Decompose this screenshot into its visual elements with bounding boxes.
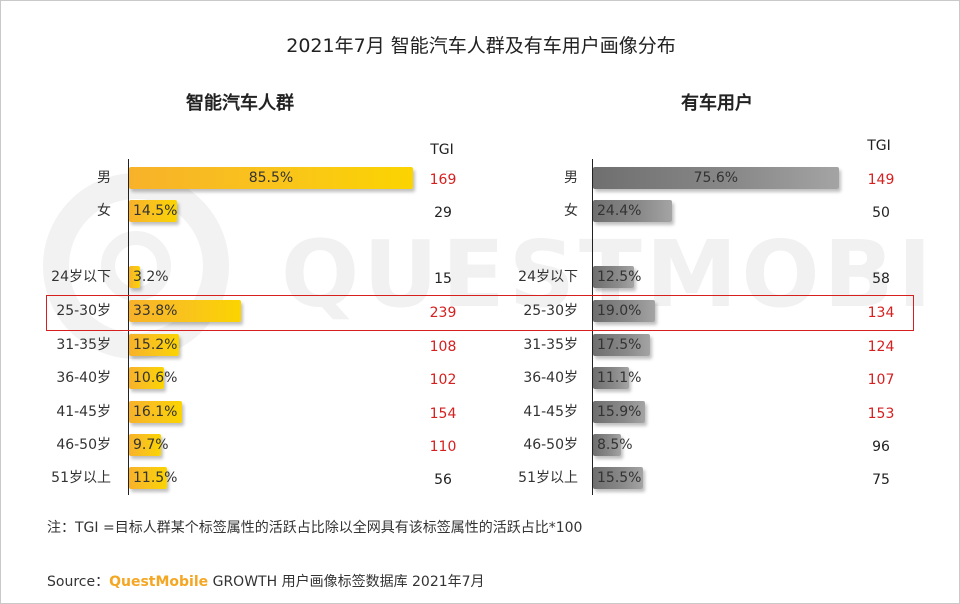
left-tgi-value: 102 [429, 372, 457, 388]
right-category-label: 24岁以下 [518, 269, 578, 285]
right-tgi-value: 75 [872, 472, 890, 488]
left-value-label: 10.6% [133, 370, 178, 386]
left-bar-row-5 [129, 367, 165, 389]
left-value-label: 3.2% [133, 269, 169, 285]
left-category-label: 男 [97, 170, 111, 186]
tgi-note: 注：TGI =目标人群某个标签属性的活跃占比除以全网具有该标签属性的活跃占比*1… [47, 520, 583, 536]
right-tgi-value: 58 [872, 271, 890, 287]
right-bar-row-7 [593, 434, 621, 456]
source-suffix: GROWTH 用户画像标签数据库 2021年7月 [208, 574, 485, 590]
left-tgi-value: 15 [434, 271, 452, 287]
right-category-label: 36-40岁 [523, 370, 578, 386]
left-category-label: 46-50岁 [56, 437, 111, 453]
right-category-label: 46-50岁 [523, 437, 578, 453]
left-category-label: 51岁以上 [51, 470, 111, 486]
right-tgi-value: 153 [867, 406, 895, 422]
right-panel-title: 有车用户 [681, 93, 753, 114]
right-tgi-value: 96 [872, 439, 890, 455]
questmobile-brand: QuestMobile [109, 574, 209, 590]
left-category-label: 41-45岁 [56, 404, 111, 420]
left-category-label: 31-35岁 [56, 337, 111, 353]
right-bar-row-8 [593, 467, 644, 489]
left-tgi-value: 110 [429, 439, 457, 455]
right-bar-row-0 [593, 167, 839, 189]
left-bar-row-6 [129, 401, 183, 423]
left-value-label: 16.1% [133, 404, 178, 420]
left-category-label: 24岁以下 [51, 269, 111, 285]
right-tgi-value: 50 [872, 205, 890, 221]
right-value-label: 12.5% [597, 269, 642, 285]
right-category-label: 51岁以上 [518, 470, 578, 486]
right-value-label: 24.4% [597, 203, 642, 219]
left-bar-row-8 [129, 467, 168, 489]
right-bar-row-5 [593, 367, 630, 389]
right-category-label: 男 [564, 170, 578, 186]
right-value-label: 19.0% [597, 303, 642, 319]
right-category-label: 女 [564, 203, 578, 219]
right-value-label: 15.9% [597, 404, 642, 420]
right-bar-row-6 [593, 401, 645, 423]
right-bar-row-3 [593, 300, 655, 322]
left-tgi-value: 239 [429, 305, 457, 321]
left-tgi-header: TGI [430, 142, 454, 158]
source-prefix: Source： [47, 574, 110, 590]
right-tgi-header: TGI [867, 138, 891, 154]
left-axis-line [128, 159, 129, 495]
right-axis-line [592, 159, 593, 495]
left-value-label: 11.5% [133, 470, 178, 486]
right-category-label: 31-35岁 [523, 337, 578, 353]
right-bar-row-1 [593, 200, 673, 222]
right-tgi-value: 107 [867, 372, 895, 388]
left-bar-row-0 [129, 167, 413, 189]
highlight-box-25-30 [46, 295, 914, 331]
left-value-label: 33.8% [133, 303, 178, 319]
left-tgi-value: 29 [434, 205, 452, 221]
right-category-label: 41-45岁 [523, 404, 578, 420]
right-bar-row-2 [593, 266, 634, 288]
left-bar-row-7 [129, 434, 162, 456]
left-tgi-value: 154 [429, 406, 457, 422]
right-value-label: 17.5% [597, 337, 642, 353]
left-panel-title: 智能汽车人群 [186, 93, 294, 114]
left-value-label: 9.7% [133, 437, 169, 453]
left-value-label: 85.5% [248, 170, 294, 186]
right-value-label: 15.5% [597, 470, 642, 486]
right-value-label: 11.1% [597, 370, 642, 386]
right-tgi-value: 124 [867, 339, 895, 355]
source-line: Source：QuestMobile GROWTH 用户画像标签数据库 2021… [47, 571, 485, 591]
left-category-label: 25-30岁 [56, 303, 111, 319]
chart-title: 2021年7月 智能汽车人群及有车用户画像分布 [286, 35, 676, 57]
left-tgi-value: 108 [429, 339, 457, 355]
right-value-label: 75.6% [693, 170, 739, 186]
right-tgi-value: 149 [867, 172, 895, 188]
right-bar-row-4 [593, 334, 650, 356]
right-value-label: 8.5% [597, 437, 633, 453]
left-value-label: 15.2% [133, 337, 178, 353]
left-category-label: 36-40岁 [56, 370, 111, 386]
left-tgi-value: 169 [429, 172, 457, 188]
right-category-label: 25-30岁 [523, 303, 578, 319]
left-category-label: 女 [97, 203, 111, 219]
left-bar-row-1 [129, 200, 178, 222]
left-bar-row-2 [129, 266, 140, 288]
left-tgi-value: 56 [434, 472, 452, 488]
right-tgi-value: 134 [867, 305, 895, 321]
left-bar-row-4 [129, 334, 180, 356]
left-bar-row-3 [129, 300, 242, 322]
left-value-label: 14.5% [133, 203, 178, 219]
